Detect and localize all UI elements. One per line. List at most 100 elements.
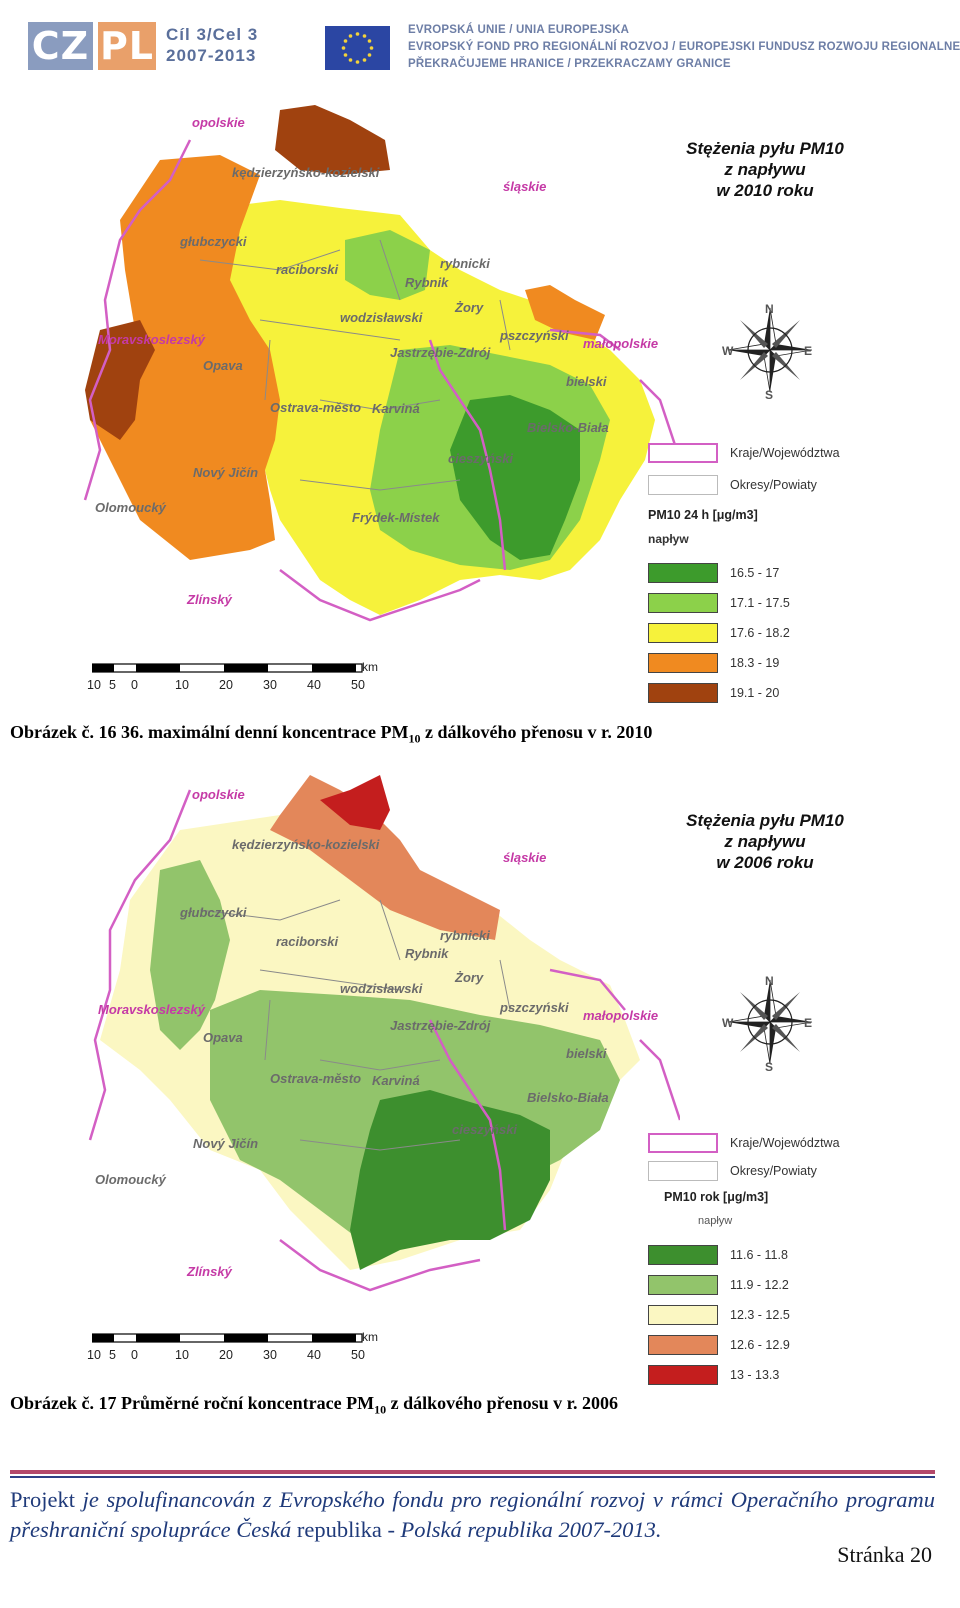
eu-flag-icon xyxy=(325,26,390,70)
footer-rule-top xyxy=(10,1470,935,1474)
label-wodzislawski: wodzisławski xyxy=(340,310,423,325)
scale-tick-label: 10 xyxy=(87,678,101,692)
label-zory: Żory xyxy=(455,300,484,315)
legend-class: 19.1 - 20 xyxy=(648,682,779,704)
zone-orange xyxy=(90,155,280,560)
map-2010: opolskie śląskie kędzierzyńsko-kozielski… xyxy=(80,100,940,725)
label-bielsko: Bielsko-Biała xyxy=(527,420,609,435)
scale-tick-label: 50 xyxy=(351,1348,365,1362)
label-wodzislawski: wodzisławski xyxy=(340,981,423,996)
label-moravskoslezsky: Moravskoslezský xyxy=(98,1002,205,1017)
map-2010-area xyxy=(83,105,680,622)
legend-range-label: 11.6 - 11.8 xyxy=(730,1248,788,1262)
legend-districts: Okresy/Powiaty xyxy=(648,474,817,496)
caption-fig-1-sub: 10 xyxy=(408,731,421,746)
footer-word-projekt: Projekt xyxy=(10,1487,75,1512)
scale-unit: km xyxy=(362,660,378,674)
legend-swatch xyxy=(648,653,718,673)
compass-rose-icon xyxy=(720,972,820,1072)
legend-districts-label: Okresy/Powiaty xyxy=(730,478,817,492)
logo-goal: Cíl 3/Cel 3 2007-2013 xyxy=(166,24,258,66)
legend-range-label: 12.3 - 12.5 xyxy=(730,1308,790,1322)
cz-pl-logo: CZ PL Cíl 3/Cel 3 2007-2013 xyxy=(28,22,268,72)
label-raciborski: raciborski xyxy=(276,262,339,277)
label-moravskoslezsky: Moravskoslezský xyxy=(98,332,205,347)
legend-class: 13 - 13.3 xyxy=(648,1364,779,1386)
caption-fig-1: Obrázek č. 16 36. maximální denní koncen… xyxy=(10,722,652,747)
map-title: Stężenia pyłu PM10 z napływu w 2010 roku xyxy=(665,138,865,201)
map-title-line1: Stężenia pyłu PM10 xyxy=(686,139,844,158)
label-olomoucky: Olomoucký xyxy=(95,500,166,515)
label-ostrava: Ostrava-město xyxy=(270,1071,362,1086)
map-2006: opolskie śląskie kędzierzyńsko-kozielski… xyxy=(80,770,940,1390)
logo-cz: CZ xyxy=(28,22,93,70)
legend-class: 18.3 - 19 xyxy=(648,652,779,674)
label-opolskie: opolskie xyxy=(192,787,245,802)
footer-word-republika: republika xyxy=(296,1517,382,1542)
label-opolskie: opolskie xyxy=(192,115,245,130)
zone-orange-east xyxy=(525,285,605,340)
scale-tick-label: 40 xyxy=(307,1348,321,1362)
legend-swatch xyxy=(648,1365,718,1385)
label-opava: Opava xyxy=(203,358,243,373)
label-slaskie: śląskie xyxy=(503,850,547,865)
legend-range-label: 19.1 - 20 xyxy=(730,686,780,700)
caption-fig-1-after: z dálkového přenosu v r. 2010 xyxy=(420,722,653,742)
eu-line-1: EVROPSKÁ UNIE / UNIA EUROPEJSKA xyxy=(408,24,630,36)
logo-goal-line1: Cíl 3/Cel 3 xyxy=(166,25,259,44)
legend-swatch xyxy=(648,1275,718,1295)
legend-subtitle: napływ xyxy=(648,532,689,546)
legend-range-label: 13 - 13.3 xyxy=(730,1368,780,1382)
legend-class: 17.6 - 18.2 xyxy=(648,622,790,644)
label-pszczynski: pszczyński xyxy=(500,328,569,343)
label-zory: Żory xyxy=(455,970,484,985)
label-malopolskie: małopolskie xyxy=(583,336,659,351)
legend-regions: Kraje/Województwa xyxy=(648,1132,840,1154)
label-cieszynski: cieszyński xyxy=(452,1122,518,1137)
compass-s: S xyxy=(765,1060,774,1074)
scale-tick-label: 40 xyxy=(307,678,321,692)
label-frydek: Frýdek-Místek xyxy=(352,510,440,525)
legend-swatch-regions xyxy=(648,1133,718,1153)
zone-salmon xyxy=(270,775,500,940)
legend-class: 12.6 - 12.9 xyxy=(648,1334,790,1356)
zone-brown-west xyxy=(85,320,155,440)
eu-line-3: PŘEKRAČUJEME HRANICE / PRZEKRACZAMY GRAN… xyxy=(408,58,731,70)
label-karvina: Karviná xyxy=(372,1073,420,1088)
legend-swatch xyxy=(648,623,718,643)
legend-title: PM10 24 h [μg/m3] xyxy=(648,508,758,522)
label-malopolskie: małopolskie xyxy=(583,1008,659,1023)
legend-swatch-regions xyxy=(648,443,718,463)
legend-swatch-districts xyxy=(648,1161,718,1181)
caption-fig-2-after: z dálkového přenosu v r. 2006 xyxy=(386,1393,618,1413)
label-rybnik: Rybnik xyxy=(405,275,449,290)
footer-text-end: - Polská republika 2007-2013. xyxy=(381,1517,662,1542)
compass-s: S xyxy=(765,388,774,402)
district-lines xyxy=(199,239,511,491)
region-border xyxy=(88,789,680,1292)
region-border xyxy=(83,139,680,622)
scale-tick-label: 5 xyxy=(109,678,116,692)
map-title: Stężenia pyłu PM10 z napływu w 2006 roku xyxy=(665,810,865,873)
label-cieszynski: cieszyński xyxy=(448,451,514,466)
map-title-line2: z napływu xyxy=(724,832,806,851)
legend-districts-label: Okresy/Powiaty xyxy=(730,1164,817,1178)
legend-regions-label: Kraje/Województwa xyxy=(730,1136,840,1150)
legend-range-label: 17.6 - 18.2 xyxy=(730,626,790,640)
legend-swatch xyxy=(648,683,718,703)
legend-subtitle: napływ xyxy=(698,1215,733,1227)
caption-fig-2-sub: 10 xyxy=(374,1402,387,1417)
map-title-line1: Stężenia pyłu PM10 xyxy=(686,811,844,830)
compass-rose-icon xyxy=(720,300,820,400)
scale-tick-label: 20 xyxy=(219,678,233,692)
legend-class: 11.9 - 12.2 xyxy=(648,1274,789,1296)
zone-lightgreen xyxy=(345,230,430,300)
scale-tick-label: 10 xyxy=(175,678,189,692)
legend-swatch xyxy=(648,1335,718,1355)
legend-range-label: 12.6 - 12.9 xyxy=(730,1338,790,1352)
legend-class: 16.5 - 17 xyxy=(648,562,779,584)
label-rybnicki: rybnicki xyxy=(440,256,490,271)
label-zlinsky: Zlínský xyxy=(187,592,232,607)
legend-title: PM10 rok [μg/m3] xyxy=(664,1190,769,1204)
zone-lightgreen xyxy=(150,860,230,1050)
